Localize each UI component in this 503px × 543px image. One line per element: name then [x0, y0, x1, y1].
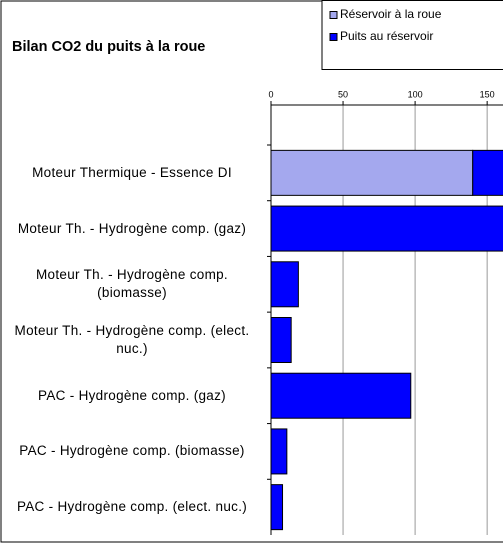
x-tick-label: 50 — [338, 89, 348, 99]
chart-title: Bilan CO2 du puits à la roue — [12, 39, 205, 55]
bar — [271, 372, 412, 419]
legend-label: Puits au réservoir — [340, 29, 433, 43]
category-label: Moteur Th. - Hydrogène comp. (elect. nuc… — [14, 323, 250, 356]
bar — [271, 484, 284, 531]
bar — [271, 317, 292, 363]
bar — [472, 149, 503, 196]
bar — [271, 205, 503, 252]
x-tick-label: 150 — [480, 89, 495, 99]
category-label: PAC - Hydrogène comp. (gaz) — [38, 387, 226, 403]
category-label: Moteur Th. - Hydrogène comp. (gaz) — [17, 220, 247, 236]
legend-swatch — [329, 33, 338, 41]
x-tick-label: 100 — [408, 89, 423, 99]
category-label: Moteur Th. - Hydrogène comp. (biomasse) — [36, 267, 228, 301]
legend-label: Réservoir à la roue — [340, 7, 442, 21]
bar — [271, 428, 288, 475]
bar — [271, 261, 299, 308]
category-label: PAC - Hydrogène comp. (elect. nuc.) — [16, 499, 248, 515]
bar — [271, 149, 474, 196]
category-label: PAC - Hydrogène comp. (biomasse) — [19, 443, 245, 459]
category-label: Moteur Thermique - Essence DI — [32, 164, 232, 180]
legend-swatch — [329, 11, 338, 19]
legend-box — [321, 0, 503, 70]
x-tick-label: 0 — [268, 89, 273, 99]
